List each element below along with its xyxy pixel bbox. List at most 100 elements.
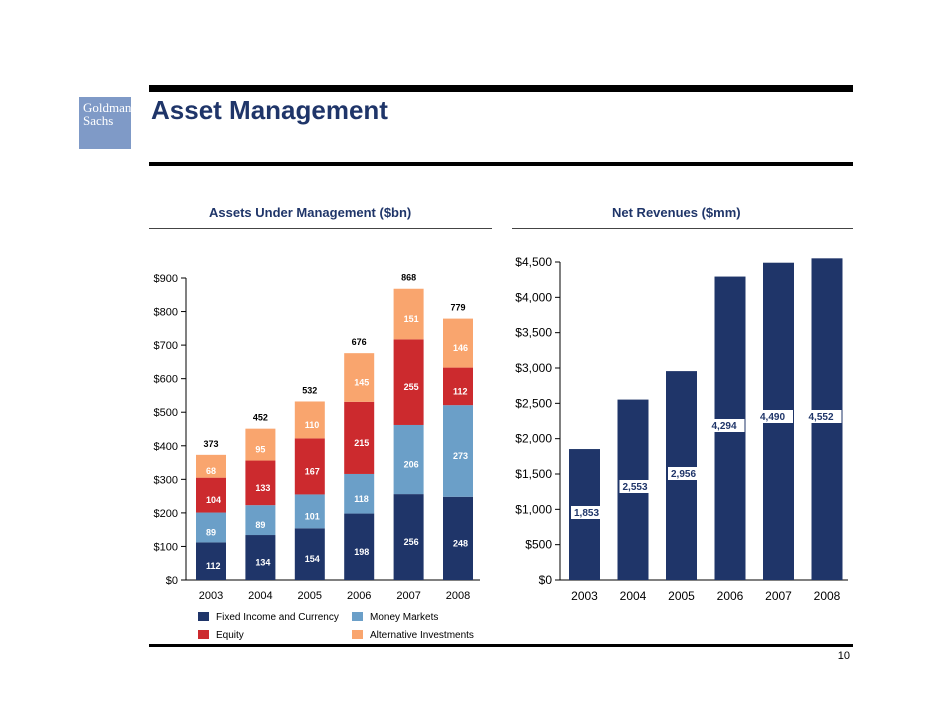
aum-segment-label: 167: [305, 466, 320, 476]
page-title: Asset Management: [151, 95, 388, 125]
aum-bar-segment: [393, 288, 424, 340]
aum-legend-swatch: [352, 630, 363, 639]
aum-bar-segment: [443, 367, 473, 406]
aum-segment-label: 255: [404, 382, 419, 392]
revenue-y-tick-label: $2,000: [515, 432, 552, 446]
aum-bar-segment: [196, 542, 226, 580]
aum-bar-segment: [344, 401, 375, 474]
aum-segment-label: 146: [453, 343, 468, 353]
aum-bar-segment: [443, 405, 473, 497]
aum-segment-label: 198: [354, 547, 369, 557]
aum-y-tick-label: $200: [154, 508, 178, 520]
revenue-value-label: 4,294: [712, 421, 737, 432]
aum-chart-title: Assets Under Management ($bn): [209, 205, 412, 220]
aum-x-tick-label: 2007: [396, 590, 420, 602]
aum-segment-label: 112: [206, 561, 221, 571]
aum-total-label: 532: [302, 385, 317, 395]
aum-segment-label: 89: [206, 527, 216, 537]
revenue-y-tick-label: $4,500: [515, 255, 552, 269]
aum-y-tick-label: $500: [154, 407, 178, 419]
aum-bar-segment: [443, 496, 473, 580]
revenue-y-tick-label: $1,500: [515, 467, 552, 481]
aum-segment-label: 89: [255, 520, 265, 530]
aum-segment-label: 133: [255, 483, 270, 493]
aum-segment-label: 151: [404, 314, 419, 324]
aum-bar-segment: [196, 512, 226, 543]
aum-legend-label: Equity: [216, 630, 244, 641]
revenue-title-rule: [512, 228, 853, 229]
header-top-rule: [149, 85, 853, 92]
aum-segment-label: 95: [255, 445, 265, 455]
revenue-y-tick-label: $2,500: [515, 396, 552, 410]
aum-segment-label: 154: [305, 554, 320, 564]
aum-bar-segment: [196, 477, 226, 513]
aum-segment-label: 248: [453, 538, 468, 548]
aum-segment-label: 112: [453, 386, 468, 396]
revenue-value-label-box: [571, 506, 607, 519]
revenue-y-tick-label: $0: [539, 573, 553, 587]
revenue-x-tick-label: 2008: [814, 589, 841, 603]
aum-y-tick-label: $800: [154, 307, 178, 319]
aum-total-label: 373: [203, 439, 218, 449]
logo-line-1: Goldman: [83, 100, 132, 115]
aum-y-tick-label: $300: [154, 474, 178, 486]
aum-title-rule: [149, 228, 492, 229]
aum-segment-label: 118: [354, 494, 369, 504]
aum-segment-label: 206: [404, 460, 419, 470]
aum-y-tick-label: $600: [154, 374, 178, 386]
aum-bar-segment: [245, 505, 276, 536]
aum-x-tick-label: 2006: [347, 590, 371, 602]
aum-segment-label: 101: [305, 511, 320, 521]
revenue-y-tick-label: $1,000: [515, 502, 552, 516]
aum-bar-segment: [245, 460, 276, 506]
aum-bar-segment: [245, 535, 276, 580]
aum-segment-label: 110: [305, 420, 320, 430]
page-number: 10: [837, 650, 850, 662]
aum-bar-segment: [393, 494, 424, 580]
aum-y-tick-label: $100: [154, 541, 178, 553]
revenue-value-label: 4,490: [760, 412, 785, 423]
aum-total-label: 868: [401, 273, 416, 283]
revenue-x-tick-label: 2007: [765, 589, 792, 603]
aum-bar-segment: [393, 424, 424, 495]
aum-segment-label: 215: [354, 438, 369, 448]
aum-segment-label: 134: [255, 558, 270, 568]
aum-bar-segment: [294, 528, 325, 580]
revenue-value-label-box: [708, 419, 745, 432]
revenue-value-label: 1,853: [574, 508, 599, 519]
aum-bar-segment: [443, 318, 473, 368]
aum-bar-segment: [294, 438, 325, 495]
revenue-value-label: 2,956: [671, 469, 696, 480]
aum-segment-label: 145: [354, 377, 369, 387]
aum-segment-label: 256: [404, 537, 419, 547]
revenue-value-label: 4,552: [809, 412, 834, 423]
revenue-y-tick-label: $4,000: [515, 290, 552, 304]
aum-bar-segment: [196, 454, 226, 478]
aum-segment-label: 104: [206, 495, 221, 505]
aum-y-tick-label: $700: [154, 340, 178, 352]
footer-rule: [149, 644, 853, 647]
revenue-value-label-box: [668, 467, 704, 480]
revenue-value-label-box: [757, 410, 793, 423]
aum-bar-segment: [294, 494, 325, 529]
aum-y-tick-label: $0: [166, 575, 178, 587]
aum-total-label: 779: [450, 303, 465, 313]
aum-legend-label: Alternative Investments: [370, 630, 474, 641]
aum-y-tick-label: $400: [154, 441, 178, 453]
aum-legend-swatch: [198, 630, 209, 639]
aum-bar-segment: [245, 428, 276, 461]
aum-segment-label: 273: [453, 451, 468, 461]
aum-bar-segment: [393, 339, 424, 425]
aum-legend-label: Fixed Income and Currency: [216, 612, 339, 623]
aum-total-label: 676: [352, 337, 367, 347]
aum-x-tick-label: 2003: [199, 590, 223, 602]
revenue-y-tick-label: $3,000: [515, 361, 552, 375]
revenue-value-label-box: [619, 480, 656, 493]
goldman-sachs-logo: Goldman Sachs: [79, 97, 131, 149]
aum-total-label: 452: [253, 413, 268, 423]
revenue-value-label-box: [805, 410, 842, 423]
revenue-x-tick-label: 2005: [668, 589, 695, 603]
aum-bar-segment: [344, 473, 375, 514]
aum-segment-label: 68: [206, 466, 216, 476]
